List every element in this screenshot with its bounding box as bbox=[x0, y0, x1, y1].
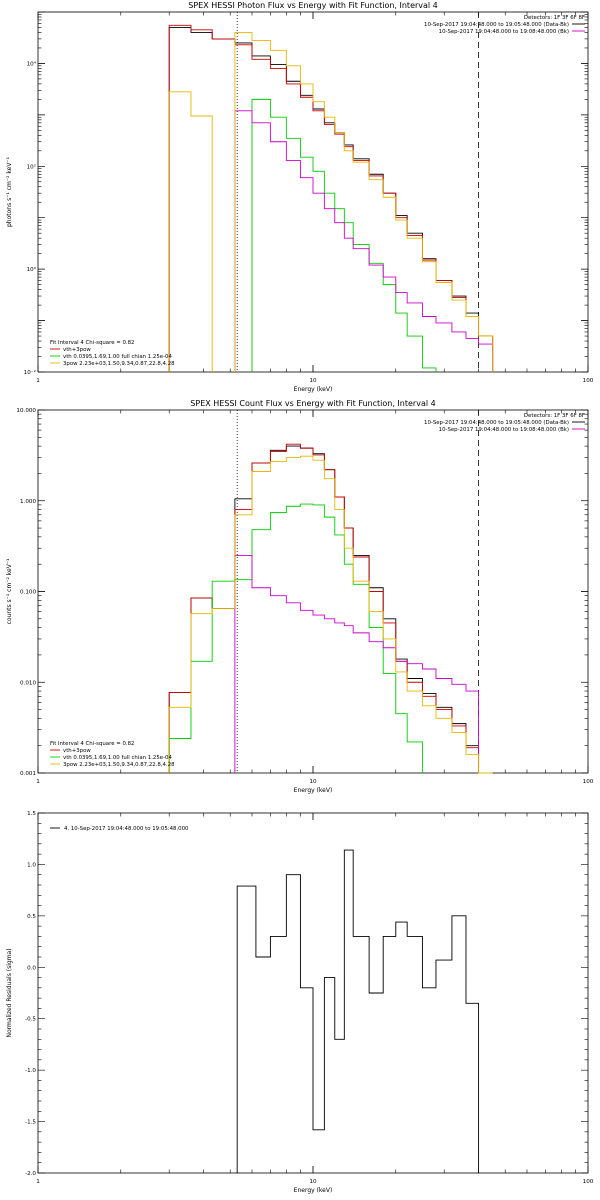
legend-entry: vth+3pow bbox=[63, 347, 91, 353]
y-axis-label: counts s⁻¹ cm⁻² keV⁻¹ bbox=[6, 558, 13, 624]
y-tick-label: 10⁻² bbox=[24, 369, 36, 376]
legend-entry: 3pow 2.23e+03,1.50,9.34,0.87,22.8,4.28 bbox=[63, 361, 175, 367]
data-interval-label: 10-Sep-2017 19:04:48.000 to 19:05:48.000… bbox=[424, 22, 569, 28]
series-line-bk bbox=[234, 110, 494, 372]
series-line-3pow bbox=[168, 32, 494, 372]
chart-residuals: 1 10 100 Energy (keV) -2.0 -1.5 -1.0 -0.5 0.0 0.5… bbox=[6, 811, 594, 1194]
series-line-data-bk bbox=[168, 445, 493, 774]
x-axis-label: Energy (keV) bbox=[294, 787, 333, 794]
fit-interval-label: Fit Interval 4 Chi-square = 0.82 bbox=[50, 741, 134, 747]
chart-title: SPEX HESSI Photon Flux vs Energy with Fi… bbox=[188, 1, 438, 10]
x-tick-label: 100 bbox=[583, 378, 594, 384]
y-tick-label: 0.010 bbox=[20, 680, 36, 686]
y-tick-label: 0.100 bbox=[20, 590, 36, 596]
y-tick-label: 10² bbox=[27, 163, 36, 170]
legend-entry: 3pow 2.23e+03,1.50,9.34,0.87,22.8,4.28 bbox=[63, 762, 175, 768]
y-axis-label: photons s⁻¹ cm⁻² keV⁻¹ bbox=[6, 156, 13, 227]
y-tick-label: 0.0 bbox=[27, 965, 36, 971]
series-line-data-bk bbox=[168, 27, 494, 372]
chart-photon: SPEX HESSI Photon Flux vs Energy with Fi… bbox=[6, 1, 594, 393]
x-tick-label: 10 bbox=[309, 779, 317, 785]
legend-entry: vth+3pow bbox=[63, 748, 91, 754]
x-tick-label: 10 bbox=[309, 1179, 317, 1185]
x-tick-label: 1 bbox=[36, 1179, 40, 1185]
series-line-4-10-sep-2017-19-04-48-000-to-19-05-48-000 bbox=[236, 849, 480, 1173]
y-tick-label: -0.5 bbox=[25, 1017, 36, 1023]
y-tick-label: -2.0 bbox=[25, 1171, 36, 1177]
y-tick-label: -1.5 bbox=[25, 1120, 36, 1126]
x-tick-label: 100 bbox=[583, 779, 594, 785]
background-interval-label: 10-Sep-2017 19:04:48.000 to 19:08:48.000… bbox=[439, 427, 569, 433]
fit-interval-label: Fit Interval 4 Chi-square = 0.82 bbox=[50, 340, 134, 346]
data-interval-label: 10-Sep-2017 19:04:48.000 to 19:05:48.000… bbox=[424, 420, 569, 426]
y-tick-label: 10⁴ bbox=[27, 60, 37, 67]
y-tick-label: -1.0 bbox=[25, 1068, 36, 1074]
x-axis-label: Energy (keV) bbox=[294, 1187, 333, 1194]
series-line-vth bbox=[168, 503, 423, 773]
y-tick-label: 10⁰ bbox=[27, 266, 37, 273]
legend-entry: vth 0.0395,1.69,1.00 full chian 1.25e-04 bbox=[63, 354, 172, 360]
legend-entry: vth 0.0395,1.69,1.00 full chian 1.25e-04 bbox=[63, 755, 172, 761]
y-tick-label: 0.001 bbox=[20, 771, 36, 777]
chart-count: SPEX HESSI Count Flux vs Energy with Fit… bbox=[6, 399, 594, 794]
y-tick-label: 10.000 bbox=[16, 408, 36, 414]
y-tick-label: 1.0 bbox=[27, 862, 36, 868]
detectors-label: Detectors: 1F 3F 6F 8F bbox=[524, 413, 585, 419]
series-line-bk bbox=[234, 554, 480, 773]
series-line-vth-3pow bbox=[168, 443, 493, 774]
x-tick-label: 100 bbox=[583, 1179, 594, 1185]
y-tick-label: 1.5 bbox=[27, 811, 36, 817]
series-line-vth-3pow bbox=[168, 24, 494, 372]
background-interval-label: 10-Sep-2017 19:04:48.000 to 19:08:48.000… bbox=[439, 29, 569, 35]
chart-title: SPEX HESSI Count Flux vs Energy with Fit… bbox=[190, 399, 435, 408]
detectors-label: Detectors: 1F 3F 6F 8F bbox=[524, 15, 585, 21]
x-tick-label: 1 bbox=[36, 378, 40, 384]
series-line-3pow bbox=[168, 455, 493, 774]
series-line-vth bbox=[251, 98, 437, 372]
x-tick-label: 10 bbox=[309, 378, 317, 384]
y-tick-label: 1.000 bbox=[20, 499, 36, 505]
legend-entry: 4. 10-Sep-2017 19:04:48.000 to 19:05:48.… bbox=[64, 826, 189, 832]
y-tick-label: 0.5 bbox=[27, 914, 36, 920]
y-axis-label: Normalized Residuals (sigma) bbox=[6, 948, 13, 1037]
plot-frame bbox=[37, 409, 589, 774]
x-tick-label: 1 bbox=[36, 779, 40, 785]
x-axis-label: Energy (keV) bbox=[294, 386, 333, 393]
